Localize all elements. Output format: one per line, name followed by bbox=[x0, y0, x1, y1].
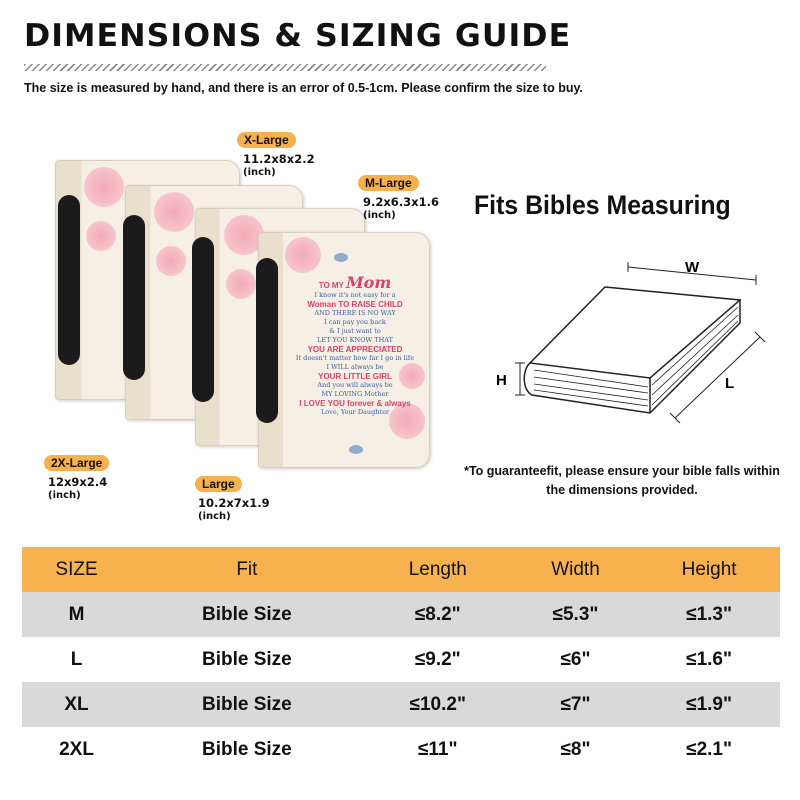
table-cell: ≤1.6" bbox=[686, 648, 733, 670]
table-cell: ≤7" bbox=[512, 682, 639, 727]
width-label: W bbox=[685, 259, 700, 276]
table-cell: 2XL bbox=[59, 738, 94, 760]
size-dims-l: 10.2x7x1.9 (inch) bbox=[198, 496, 270, 523]
col-width: Width bbox=[512, 547, 639, 592]
table-cell: Bible Size bbox=[131, 592, 363, 637]
size-tag-2xl: 2X-Large bbox=[44, 455, 110, 471]
table-cell: ≤1.9" bbox=[638, 682, 780, 727]
size-tag-l: Large bbox=[195, 476, 242, 492]
size-tag-xl: X-Large bbox=[237, 132, 296, 148]
table-cell: L bbox=[70, 648, 83, 670]
col-size: SIZE bbox=[22, 547, 132, 592]
handle bbox=[123, 215, 145, 380]
table-cell: ≤10.2" bbox=[362, 682, 513, 727]
table-row: L Bible Size ≤9.2" ≤6" ≤1.6" bbox=[22, 637, 780, 682]
col-length: Length bbox=[362, 547, 513, 592]
divider bbox=[24, 64, 546, 71]
table-cell: M bbox=[22, 592, 132, 637]
table-cell: Bible Size bbox=[202, 738, 292, 760]
table-cell: ≤9.2" bbox=[414, 648, 461, 670]
size-dims-ml: 9.2x6.3x1.6 (inch) bbox=[363, 195, 439, 222]
fit-note: *To guaranteefit, please ensure your bib… bbox=[464, 464, 780, 497]
table-cell: ≤8.2" bbox=[362, 592, 513, 637]
col-fit: Fit bbox=[131, 547, 363, 592]
table-cell: Bible Size bbox=[131, 682, 363, 727]
table-cell: ≤8" bbox=[560, 738, 591, 760]
diagram-title: Fits Bibles Measuring bbox=[474, 190, 731, 220]
table-cell: Bible Size bbox=[202, 648, 292, 670]
subtitle: The size is measured by hand, and there … bbox=[24, 81, 583, 95]
size-dims-xl: 11.2x8x2.2 (inch) bbox=[243, 152, 315, 179]
table-cell: ≤11" bbox=[417, 738, 458, 760]
handle bbox=[256, 258, 278, 423]
table-row: M Bible Size ≤8.2" ≤5.3" ≤1.3" bbox=[22, 592, 780, 637]
length-label: L bbox=[725, 375, 734, 392]
col-height: Height bbox=[638, 547, 780, 592]
cover-text: TO MY Mom I know it's not easy for a Woma… bbox=[295, 273, 415, 417]
size-tag-ml: M-Large bbox=[358, 175, 419, 191]
page-title: DIMENSIONS & SIZING GUIDE bbox=[24, 18, 572, 54]
bible-cover-m: TO MY Mom I know it's not easy for a Woma… bbox=[258, 232, 430, 468]
table-cell: ≤1.3" bbox=[638, 592, 780, 637]
table-row: XL Bible Size ≤10.2" ≤7" ≤1.9" bbox=[22, 682, 780, 727]
handle bbox=[192, 237, 214, 402]
size-table: SIZE Fit Length Width Height M Bible Size… bbox=[22, 547, 780, 772]
height-label: H bbox=[496, 372, 507, 389]
handle bbox=[58, 195, 80, 365]
size-dims-2xl: 12x9x2.4 (inch) bbox=[48, 475, 108, 502]
table-cell: ≤6" bbox=[560, 648, 591, 670]
table-row: 2XL Bible Size ≤11" ≤8" ≤2.1" bbox=[22, 727, 780, 772]
table-cell: ≤2.1" bbox=[686, 738, 733, 760]
table-cell: ≤5.3" bbox=[512, 592, 639, 637]
table-cell: XL bbox=[22, 682, 132, 727]
book-measure-diagram: W H L bbox=[496, 259, 766, 424]
